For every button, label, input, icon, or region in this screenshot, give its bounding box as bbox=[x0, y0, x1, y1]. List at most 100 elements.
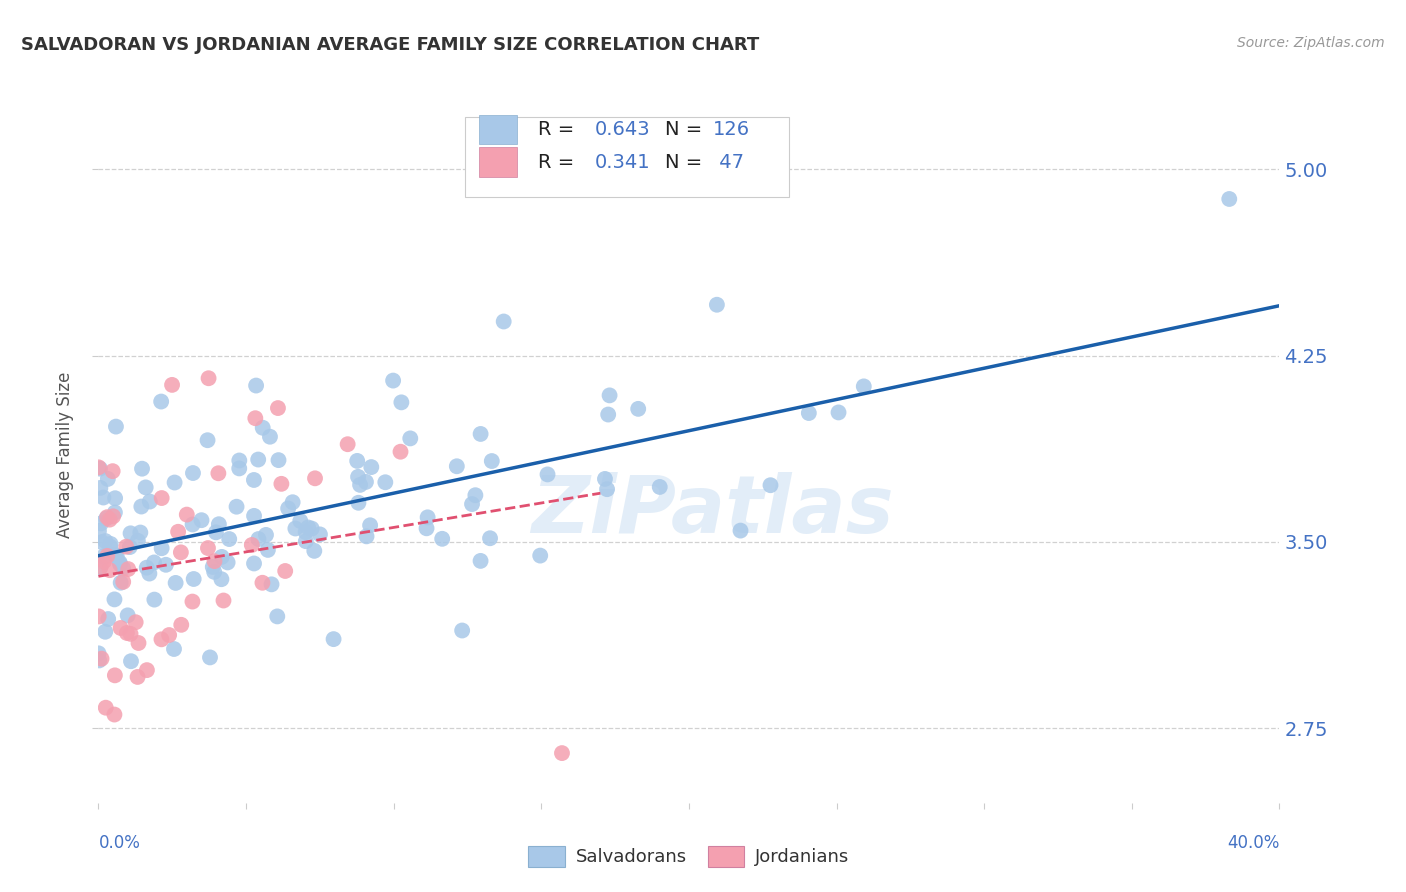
Point bbox=[127, 670, 149, 684]
Point bbox=[202, 565, 225, 579]
Point bbox=[115, 626, 138, 640]
Point bbox=[211, 549, 233, 564]
Point bbox=[90, 516, 112, 531]
Point bbox=[346, 454, 368, 468]
Point bbox=[529, 549, 551, 563]
Point bbox=[165, 575, 187, 590]
Point bbox=[103, 707, 125, 722]
Text: Source: ZipAtlas.com: Source: ZipAtlas.com bbox=[1237, 36, 1385, 50]
Point bbox=[197, 541, 219, 555]
Point bbox=[163, 642, 186, 657]
Point bbox=[120, 627, 142, 641]
Point bbox=[135, 663, 157, 677]
Point bbox=[94, 534, 117, 549]
Point bbox=[627, 401, 650, 416]
Point bbox=[208, 517, 231, 532]
Point bbox=[382, 374, 405, 388]
Point bbox=[100, 537, 122, 551]
Point bbox=[117, 608, 139, 623]
Point bbox=[1218, 192, 1240, 206]
Point bbox=[104, 491, 127, 506]
Point bbox=[110, 621, 132, 635]
Point bbox=[399, 431, 422, 445]
Point bbox=[245, 378, 267, 392]
Point bbox=[197, 371, 219, 385]
Point bbox=[470, 554, 492, 568]
Point bbox=[98, 540, 121, 554]
Point bbox=[432, 532, 454, 546]
FancyBboxPatch shape bbox=[478, 147, 516, 177]
Point bbox=[131, 500, 153, 514]
Point bbox=[135, 560, 157, 574]
Point bbox=[359, 518, 381, 533]
Point bbox=[536, 467, 558, 482]
Point bbox=[706, 298, 728, 312]
Point bbox=[446, 459, 468, 474]
Point bbox=[183, 572, 205, 586]
Point bbox=[89, 461, 111, 475]
Point bbox=[243, 508, 266, 523]
Point bbox=[759, 478, 782, 492]
Point bbox=[98, 563, 121, 577]
Point bbox=[257, 542, 280, 557]
Point bbox=[228, 461, 250, 475]
Point bbox=[101, 509, 124, 524]
Point bbox=[104, 419, 127, 434]
Point bbox=[97, 612, 120, 626]
Point bbox=[336, 437, 359, 451]
Point bbox=[304, 471, 326, 485]
Point bbox=[267, 401, 290, 415]
Point bbox=[181, 466, 204, 480]
Legend: Salvadorans, Jordanians: Salvadorans, Jordanians bbox=[522, 838, 856, 874]
Point bbox=[218, 532, 240, 546]
Point bbox=[176, 508, 198, 522]
Point bbox=[87, 524, 110, 538]
Point bbox=[157, 628, 180, 642]
Point bbox=[415, 521, 437, 535]
Point bbox=[648, 480, 671, 494]
Point bbox=[451, 624, 474, 638]
Point bbox=[94, 700, 117, 714]
Point bbox=[295, 534, 318, 549]
Point bbox=[87, 646, 110, 660]
Point bbox=[105, 549, 128, 564]
Point bbox=[143, 556, 166, 570]
Point bbox=[301, 522, 323, 536]
Point bbox=[247, 452, 270, 467]
Point bbox=[598, 408, 620, 422]
Point bbox=[593, 472, 616, 486]
Point bbox=[112, 561, 135, 575]
Point bbox=[150, 394, 173, 409]
Point bbox=[266, 609, 288, 624]
Point bbox=[118, 540, 141, 554]
Y-axis label: Average Family Size: Average Family Size bbox=[56, 372, 75, 538]
Point bbox=[797, 406, 820, 420]
Point bbox=[470, 426, 492, 441]
Point bbox=[143, 592, 166, 607]
Point bbox=[596, 482, 619, 496]
Text: 126: 126 bbox=[713, 120, 749, 139]
Point bbox=[240, 538, 263, 552]
Point bbox=[139, 494, 162, 508]
Point bbox=[108, 558, 131, 572]
Point bbox=[274, 564, 297, 578]
Text: 0.643: 0.643 bbox=[595, 120, 650, 139]
Point bbox=[322, 632, 344, 647]
Point bbox=[304, 544, 326, 558]
Point bbox=[89, 561, 111, 575]
Point bbox=[90, 651, 112, 665]
Text: 0.0%: 0.0% bbox=[98, 834, 141, 852]
Point bbox=[356, 529, 378, 543]
Point bbox=[852, 379, 875, 393]
Point bbox=[205, 525, 228, 540]
Point bbox=[87, 460, 110, 475]
Point bbox=[98, 513, 121, 527]
Point bbox=[197, 434, 219, 448]
Point bbox=[150, 491, 173, 505]
Point bbox=[281, 495, 304, 509]
Point bbox=[89, 653, 111, 667]
Point bbox=[93, 549, 115, 564]
Point bbox=[730, 524, 752, 538]
Point bbox=[170, 617, 193, 632]
Point bbox=[167, 524, 190, 539]
